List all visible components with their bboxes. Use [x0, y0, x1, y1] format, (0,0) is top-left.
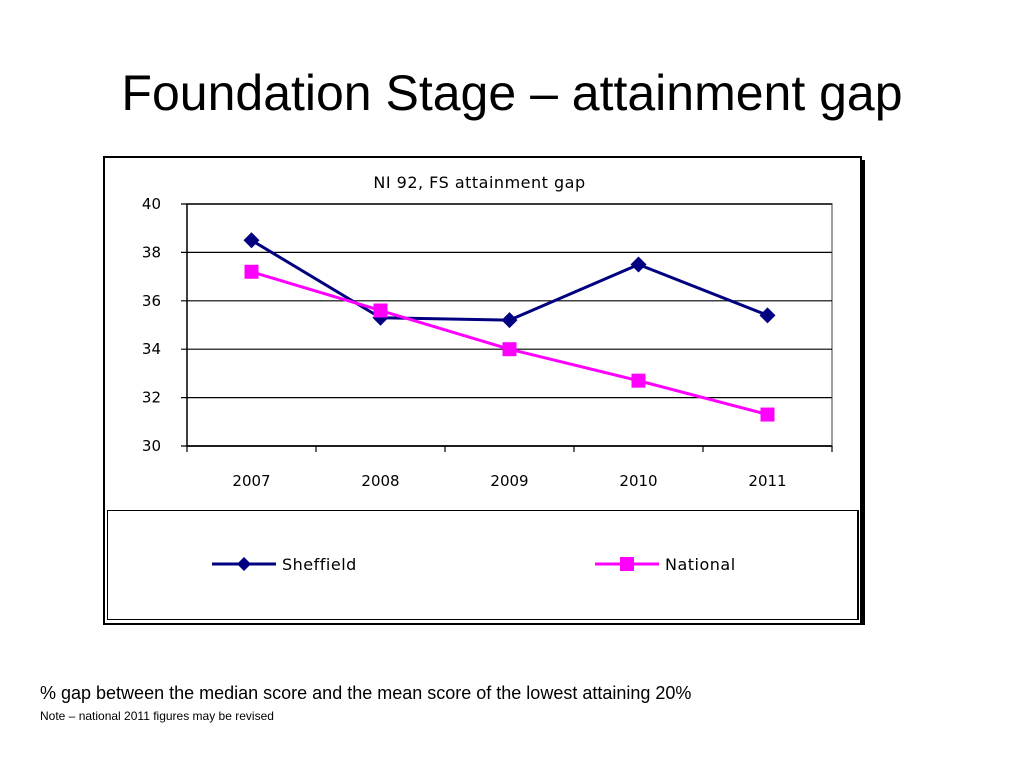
- chart-legend: Sheffield National: [107, 510, 859, 620]
- legend-item-national: National: [595, 553, 736, 575]
- data-point-sheffield-2011: [759, 307, 776, 324]
- y-tick-label-34: 34: [142, 340, 161, 358]
- y-tick-label-30: 30: [142, 437, 161, 455]
- data-point-sheffield-2007: [243, 232, 260, 249]
- data-point-national-2010: [631, 373, 646, 388]
- x-tick-label-2007: 2007: [232, 472, 270, 490]
- line-chart: NI 92, FS attainment gap 30 32 34 36 38 40 2007…: [142, 173, 833, 490]
- legend-label-national: National: [665, 554, 736, 574]
- chart-title: NI 92, FS attainment gap: [373, 173, 585, 192]
- data-point-national-2009: [502, 342, 517, 357]
- data-point-sheffield-2010: [630, 256, 647, 273]
- x-tick-label-2008: 2008: [361, 472, 399, 490]
- x-tick-label-2011: 2011: [748, 472, 786, 490]
- data-point-national-2011: [760, 407, 775, 422]
- chart-footnote: % gap between the median score and the m…: [40, 683, 692, 703]
- y-tick-label-38: 38: [142, 243, 161, 261]
- data-point-sheffield-2008: [372, 309, 389, 326]
- legend-swatch-sheffield: [212, 553, 276, 575]
- slide-title: Foundation Stage – attainment gap: [121, 65, 903, 121]
- legend-label-sheffield: Sheffield: [282, 554, 357, 574]
- y-tick-label-40: 40: [142, 195, 161, 213]
- y-tick-label-32: 32: [142, 389, 161, 407]
- data-point-national-2007: [244, 264, 259, 279]
- y-tick-label-36: 36: [142, 292, 161, 310]
- revision-note: Note – national 2011 figures may be revi…: [40, 709, 274, 723]
- chart-container: NI 92, FS attainment gap 30 32 34 36 38 40 2007…: [103, 156, 865, 625]
- data-point-sheffield-2009: [501, 312, 518, 329]
- legend-item-sheffield: Sheffield: [212, 553, 357, 575]
- data-point-national-2008: [373, 303, 388, 318]
- x-tick-label-2010: 2010: [619, 472, 657, 490]
- x-tick-label-2009: 2009: [490, 472, 528, 490]
- legend-swatch-national: [595, 553, 659, 575]
